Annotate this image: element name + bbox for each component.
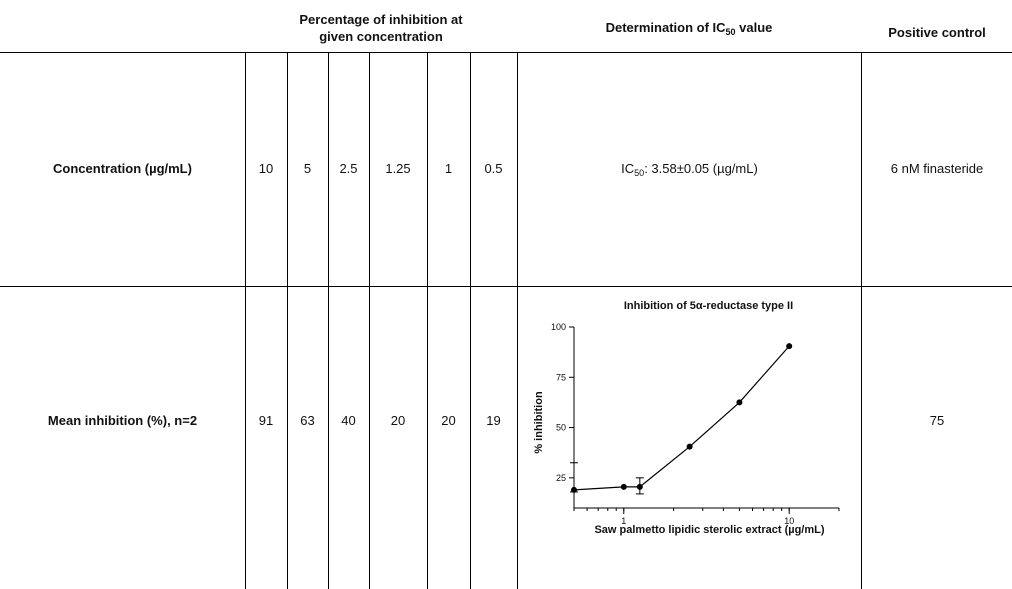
y-tick-label: 75 bbox=[556, 372, 566, 382]
col-line-4 bbox=[369, 52, 370, 589]
data-point bbox=[686, 443, 693, 450]
col-line-5 bbox=[427, 52, 428, 589]
header-positive-control: Positive control bbox=[888, 25, 986, 40]
data-point bbox=[786, 343, 793, 350]
col-line-7 bbox=[517, 52, 518, 589]
conc-value-2: 5 bbox=[303, 161, 312, 176]
header-percentage-line2: given concentration bbox=[319, 29, 443, 44]
data-point bbox=[736, 399, 743, 406]
inhibition-chart: Inhibition of 5α-reductase type II 25 50 75… bbox=[533, 300, 840, 536]
col-line-1 bbox=[245, 52, 246, 589]
series-line bbox=[573, 345, 790, 491]
data-point bbox=[620, 483, 627, 490]
positive-control-value: 75 bbox=[929, 413, 945, 428]
y-axis-label: % inhibition bbox=[533, 391, 545, 454]
conc-value-1: 10 bbox=[258, 161, 274, 176]
ic50-result: IC50: 3.58±0.05 (µg/mL) bbox=[518, 161, 861, 178]
x-tick-label: 10 bbox=[784, 516, 794, 526]
header-ic50-sub: 50 bbox=[725, 27, 736, 37]
y-tick-label: 50 bbox=[556, 423, 566, 433]
ic50-result-value: : 3.58±0.05 (µg/mL) bbox=[644, 161, 758, 176]
conc-value-3: 2.5 bbox=[339, 161, 358, 176]
inhib-value-4: 20 bbox=[390, 413, 406, 428]
y-tick-label: 25 bbox=[556, 473, 566, 483]
conc-value-4: 1.25 bbox=[385, 161, 411, 176]
header-percentage: Percentage of inhibition at given concen… bbox=[245, 11, 517, 45]
x-axis-label: Saw palmetto lipidic sterolic extract (µ… bbox=[594, 524, 824, 536]
col-line-8 bbox=[861, 52, 862, 589]
col-line-2 bbox=[287, 52, 288, 589]
header-percentage-line1: Percentage of inhibition at bbox=[299, 12, 463, 27]
x-tick-label: 1 bbox=[621, 516, 626, 526]
data-point bbox=[636, 483, 643, 490]
conc-value-6: 0.5 bbox=[484, 161, 503, 176]
table-row-separator bbox=[0, 286, 1012, 287]
table-top-rule bbox=[0, 52, 1012, 53]
inhib-value-3: 40 bbox=[341, 413, 356, 428]
y-tick-label: 100 bbox=[551, 322, 566, 332]
row-label-concentration: Concentration (µg/mL) bbox=[53, 161, 192, 176]
header-ic50-prefix: Determination of IC bbox=[605, 20, 726, 35]
inhib-value-2: 63 bbox=[300, 413, 315, 428]
data-point bbox=[571, 486, 577, 493]
conc-value-5: 1 bbox=[444, 161, 453, 176]
col-line-3 bbox=[328, 52, 329, 589]
col-line-6 bbox=[470, 52, 471, 589]
inhib-value-6: 19 bbox=[486, 413, 501, 428]
row-label-inhibition: Mean inhibition (%), n=2 bbox=[47, 413, 198, 428]
header-ic50-suffix: value bbox=[735, 20, 773, 35]
ic50-result-sub: 50 bbox=[634, 168, 645, 178]
header-ic50: Determination of IC50 value bbox=[518, 19, 860, 37]
ic50-result-prefix: IC bbox=[621, 161, 635, 176]
positive-control-name: 6 nM finasteride bbox=[890, 161, 984, 176]
chart-title: Inhibition of 5α-reductase type II bbox=[624, 300, 793, 312]
inhib-value-5: 20 bbox=[441, 413, 456, 428]
inhib-value-1: 91 bbox=[258, 413, 274, 428]
